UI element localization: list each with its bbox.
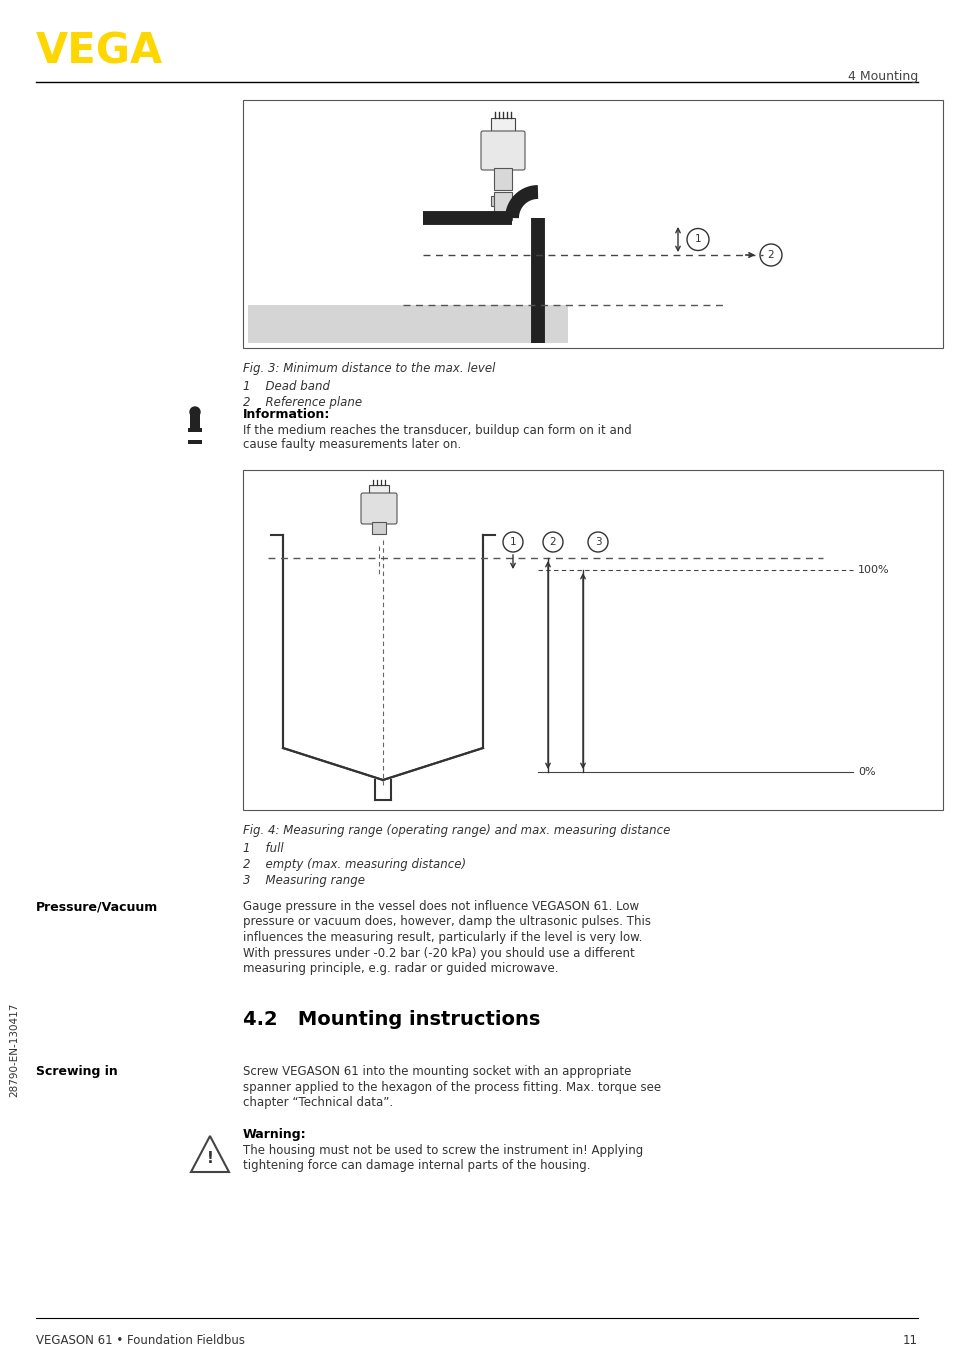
Bar xyxy=(494,192,512,219)
FancyBboxPatch shape xyxy=(480,131,524,171)
Bar xyxy=(369,485,389,496)
Text: 3    Measuring range: 3 Measuring range xyxy=(243,873,365,887)
Text: tightening force can damage internal parts of the housing.: tightening force can damage internal par… xyxy=(243,1159,590,1173)
Text: VEGA: VEGA xyxy=(36,30,163,72)
Text: Information:: Information: xyxy=(243,408,330,421)
Circle shape xyxy=(190,408,200,417)
Text: 1: 1 xyxy=(694,234,700,245)
Text: measuring principle, e.g. radar or guided microwave.: measuring principle, e.g. radar or guide… xyxy=(243,961,558,975)
Text: Fig. 3: Minimum distance to the max. level: Fig. 3: Minimum distance to the max. lev… xyxy=(243,362,495,375)
Bar xyxy=(491,118,515,131)
Text: 4.2   Mounting instructions: 4.2 Mounting instructions xyxy=(243,1010,539,1029)
Text: influences the measuring result, particularly if the level is very low.: influences the measuring result, particu… xyxy=(243,932,641,944)
Text: 1    Dead band: 1 Dead band xyxy=(243,380,330,393)
Text: 2: 2 xyxy=(549,538,556,547)
Text: 4 Mounting: 4 Mounting xyxy=(847,70,917,83)
Bar xyxy=(188,428,202,432)
Bar xyxy=(243,470,942,810)
Text: chapter “Technical data”.: chapter “Technical data”. xyxy=(243,1095,393,1109)
Bar xyxy=(491,196,515,206)
Text: 2    empty (max. measuring distance): 2 empty (max. measuring distance) xyxy=(243,858,466,871)
Text: 28790-EN-130417: 28790-EN-130417 xyxy=(9,1003,19,1097)
Text: If the medium reaches the transducer, buildup can form on it and: If the medium reaches the transducer, bu… xyxy=(243,424,631,437)
Text: Screw VEGASON 61 into the mounting socket with an appropriate: Screw VEGASON 61 into the mounting socke… xyxy=(243,1066,631,1078)
Text: pressure or vacuum does, however, damp the ultrasonic pulses. This: pressure or vacuum does, however, damp t… xyxy=(243,915,650,929)
Text: 100%: 100% xyxy=(857,565,889,575)
Text: 0%: 0% xyxy=(857,766,875,777)
Bar xyxy=(188,440,202,444)
Bar xyxy=(243,100,942,348)
Bar xyxy=(190,414,200,431)
FancyBboxPatch shape xyxy=(360,493,396,524)
Text: 1: 1 xyxy=(509,538,516,547)
Text: 1    full: 1 full xyxy=(243,842,283,854)
Bar xyxy=(494,168,512,190)
Text: !: ! xyxy=(207,1151,213,1166)
Bar xyxy=(248,305,567,343)
Polygon shape xyxy=(283,570,482,780)
Text: Warning:: Warning: xyxy=(243,1128,306,1141)
Text: The housing must not be used to screw the instrument in! Applying: The housing must not be used to screw th… xyxy=(243,1144,642,1158)
Text: 2    Reference plane: 2 Reference plane xyxy=(243,395,362,409)
Text: VEGASON 61 • Foundation Fieldbus: VEGASON 61 • Foundation Fieldbus xyxy=(36,1334,245,1347)
Text: Screwing in: Screwing in xyxy=(36,1066,117,1078)
Text: With pressures under -0.2 bar (-20 kPa) you should use a different: With pressures under -0.2 bar (-20 kPa) … xyxy=(243,946,634,960)
Text: Fig. 4: Measuring range (operating range) and max. measuring distance: Fig. 4: Measuring range (operating range… xyxy=(243,825,670,837)
Text: Pressure/Vacuum: Pressure/Vacuum xyxy=(36,900,158,913)
Text: spanner applied to the hexagon of the process fitting. Max. torque see: spanner applied to the hexagon of the pr… xyxy=(243,1080,660,1094)
Text: 3: 3 xyxy=(594,538,600,547)
Text: 11: 11 xyxy=(902,1334,917,1347)
Text: 2: 2 xyxy=(767,250,774,260)
Text: Gauge pressure in the vessel does not influence VEGASON 61. Low: Gauge pressure in the vessel does not in… xyxy=(243,900,639,913)
Text: cause faulty measurements later on.: cause faulty measurements later on. xyxy=(243,437,460,451)
Bar xyxy=(372,523,386,533)
